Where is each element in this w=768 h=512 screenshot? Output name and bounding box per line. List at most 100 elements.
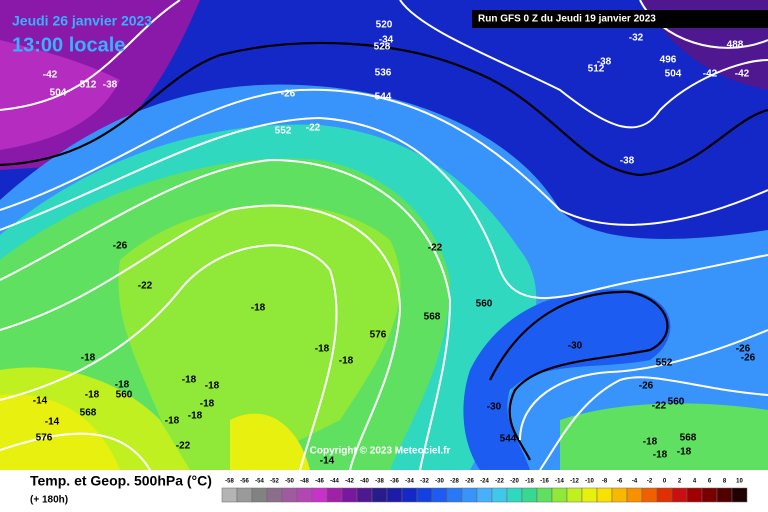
contour-label: -42 [43, 70, 58, 81]
scale-label: -52 [270, 479, 279, 485]
run-box [472, 10, 768, 28]
scale-label: -44 [330, 479, 339, 485]
contour-label: -18 [677, 447, 692, 458]
scale-swatch [701, 487, 718, 503]
scale-swatch [341, 487, 358, 503]
scale-swatch [236, 487, 253, 503]
contour-label: 520 [376, 20, 393, 31]
run-info: Run GFS 0 Z du Jeudi 19 janvier 2023 [478, 14, 656, 25]
scale-label: -56 [240, 479, 249, 485]
contour-label: -30 [487, 402, 502, 413]
scale-swatch [416, 487, 433, 503]
scale-swatch [656, 487, 673, 503]
contour-label: -14 [33, 396, 48, 407]
contour [0, 41, 768, 177]
scale-swatch [566, 487, 583, 503]
scale-label: -10 [585, 479, 594, 485]
contour-label: -18 [653, 450, 668, 461]
contour [0, 116, 768, 300]
scale-swatch [371, 487, 388, 503]
scale-label: -38 [375, 479, 384, 485]
contour [539, 376, 768, 471]
contour-label: -22 [428, 243, 443, 254]
scale-label: -46 [315, 479, 324, 485]
scale-label: -58 [225, 479, 234, 485]
contour-label: 576 [370, 330, 387, 341]
contour [0, 244, 338, 471]
scale-swatch [281, 487, 298, 503]
scale-label: -22 [495, 479, 504, 485]
footer-subtitle: (+ 180h) [30, 495, 68, 506]
contour-label: -32 [629, 33, 644, 44]
scale-label: -18 [525, 479, 534, 485]
scale-swatch [611, 487, 628, 503]
contour [0, 88, 768, 226]
contour-label: 544 [500, 434, 517, 445]
contour-label: -26 [736, 344, 751, 355]
scale-label: -32 [420, 479, 429, 485]
scale-label: -40 [360, 479, 369, 485]
scale-label: -12 [570, 479, 579, 485]
contour-label: -18 [339, 356, 354, 367]
date: Jeudi 26 janvier 2023 [12, 13, 152, 29]
contour-label: 560 [668, 397, 685, 408]
scale-swatch [581, 487, 598, 503]
scale-label: -20 [510, 479, 519, 485]
scale-swatch [266, 487, 283, 503]
scale-label: 8 [723, 479, 727, 485]
scale-swatch [596, 487, 613, 503]
contour-label: -42 [735, 69, 750, 80]
scale-label: -6 [617, 479, 623, 485]
scale-label: -14 [555, 479, 564, 485]
scale-swatch [386, 487, 403, 503]
scale-label: -8 [602, 479, 608, 485]
contour-label: 576 [36, 433, 53, 444]
contour-label: 568 [680, 433, 697, 444]
scale-swatch [446, 487, 463, 503]
scale-swatch [326, 487, 343, 503]
scale-label: 6 [708, 479, 712, 485]
bg [560, 403, 768, 470]
contour [519, 329, 768, 441]
scale-swatch [476, 487, 493, 503]
contour-label: -18 [315, 344, 330, 355]
scale-swatch [731, 487, 748, 503]
scale-swatch [641, 487, 658, 503]
scale-label: -26 [465, 479, 474, 485]
contour [0, 432, 151, 471]
contour-label: 560 [476, 299, 493, 310]
scale-swatch [311, 487, 328, 503]
scale-label: -54 [255, 479, 264, 485]
contour-label: -14 [320, 456, 335, 467]
contour-label: 504 [665, 69, 682, 80]
contour-label: 568 [80, 408, 97, 419]
contour-label: -22 [138, 281, 153, 292]
scale-label: -4 [632, 479, 638, 485]
scale-label: -2 [647, 479, 653, 485]
contour-label: -18 [182, 375, 197, 386]
contour-label: -30 [568, 341, 583, 352]
footer-title: Temp. et Geop. 500hPa (°C) [30, 473, 212, 489]
scale-label: -34 [405, 479, 414, 485]
scale-swatch [296, 487, 313, 503]
scale-swatch [536, 487, 553, 503]
scale-swatch [506, 487, 523, 503]
contour-label: 512 [80, 80, 97, 91]
contour-label: -38 [103, 80, 118, 91]
contour-label: -18 [165, 416, 180, 427]
contour-label: -18 [188, 411, 203, 422]
contour [399, 0, 768, 129]
scale-swatch [686, 487, 703, 503]
scale-label: -28 [450, 479, 459, 485]
contour-label: -38 [620, 156, 635, 167]
contour-label: -22 [652, 401, 667, 412]
scale-label: -48 [300, 479, 309, 485]
scale-swatch [251, 487, 268, 503]
scale-label: 2 [678, 479, 682, 485]
scale-swatch [626, 487, 643, 503]
contour-label: -22 [176, 441, 191, 452]
copyright: Copyright © 2023 Meteociel.fr [310, 446, 451, 457]
contour-label: -26 [281, 89, 296, 100]
contour-label: -18 [81, 353, 96, 364]
